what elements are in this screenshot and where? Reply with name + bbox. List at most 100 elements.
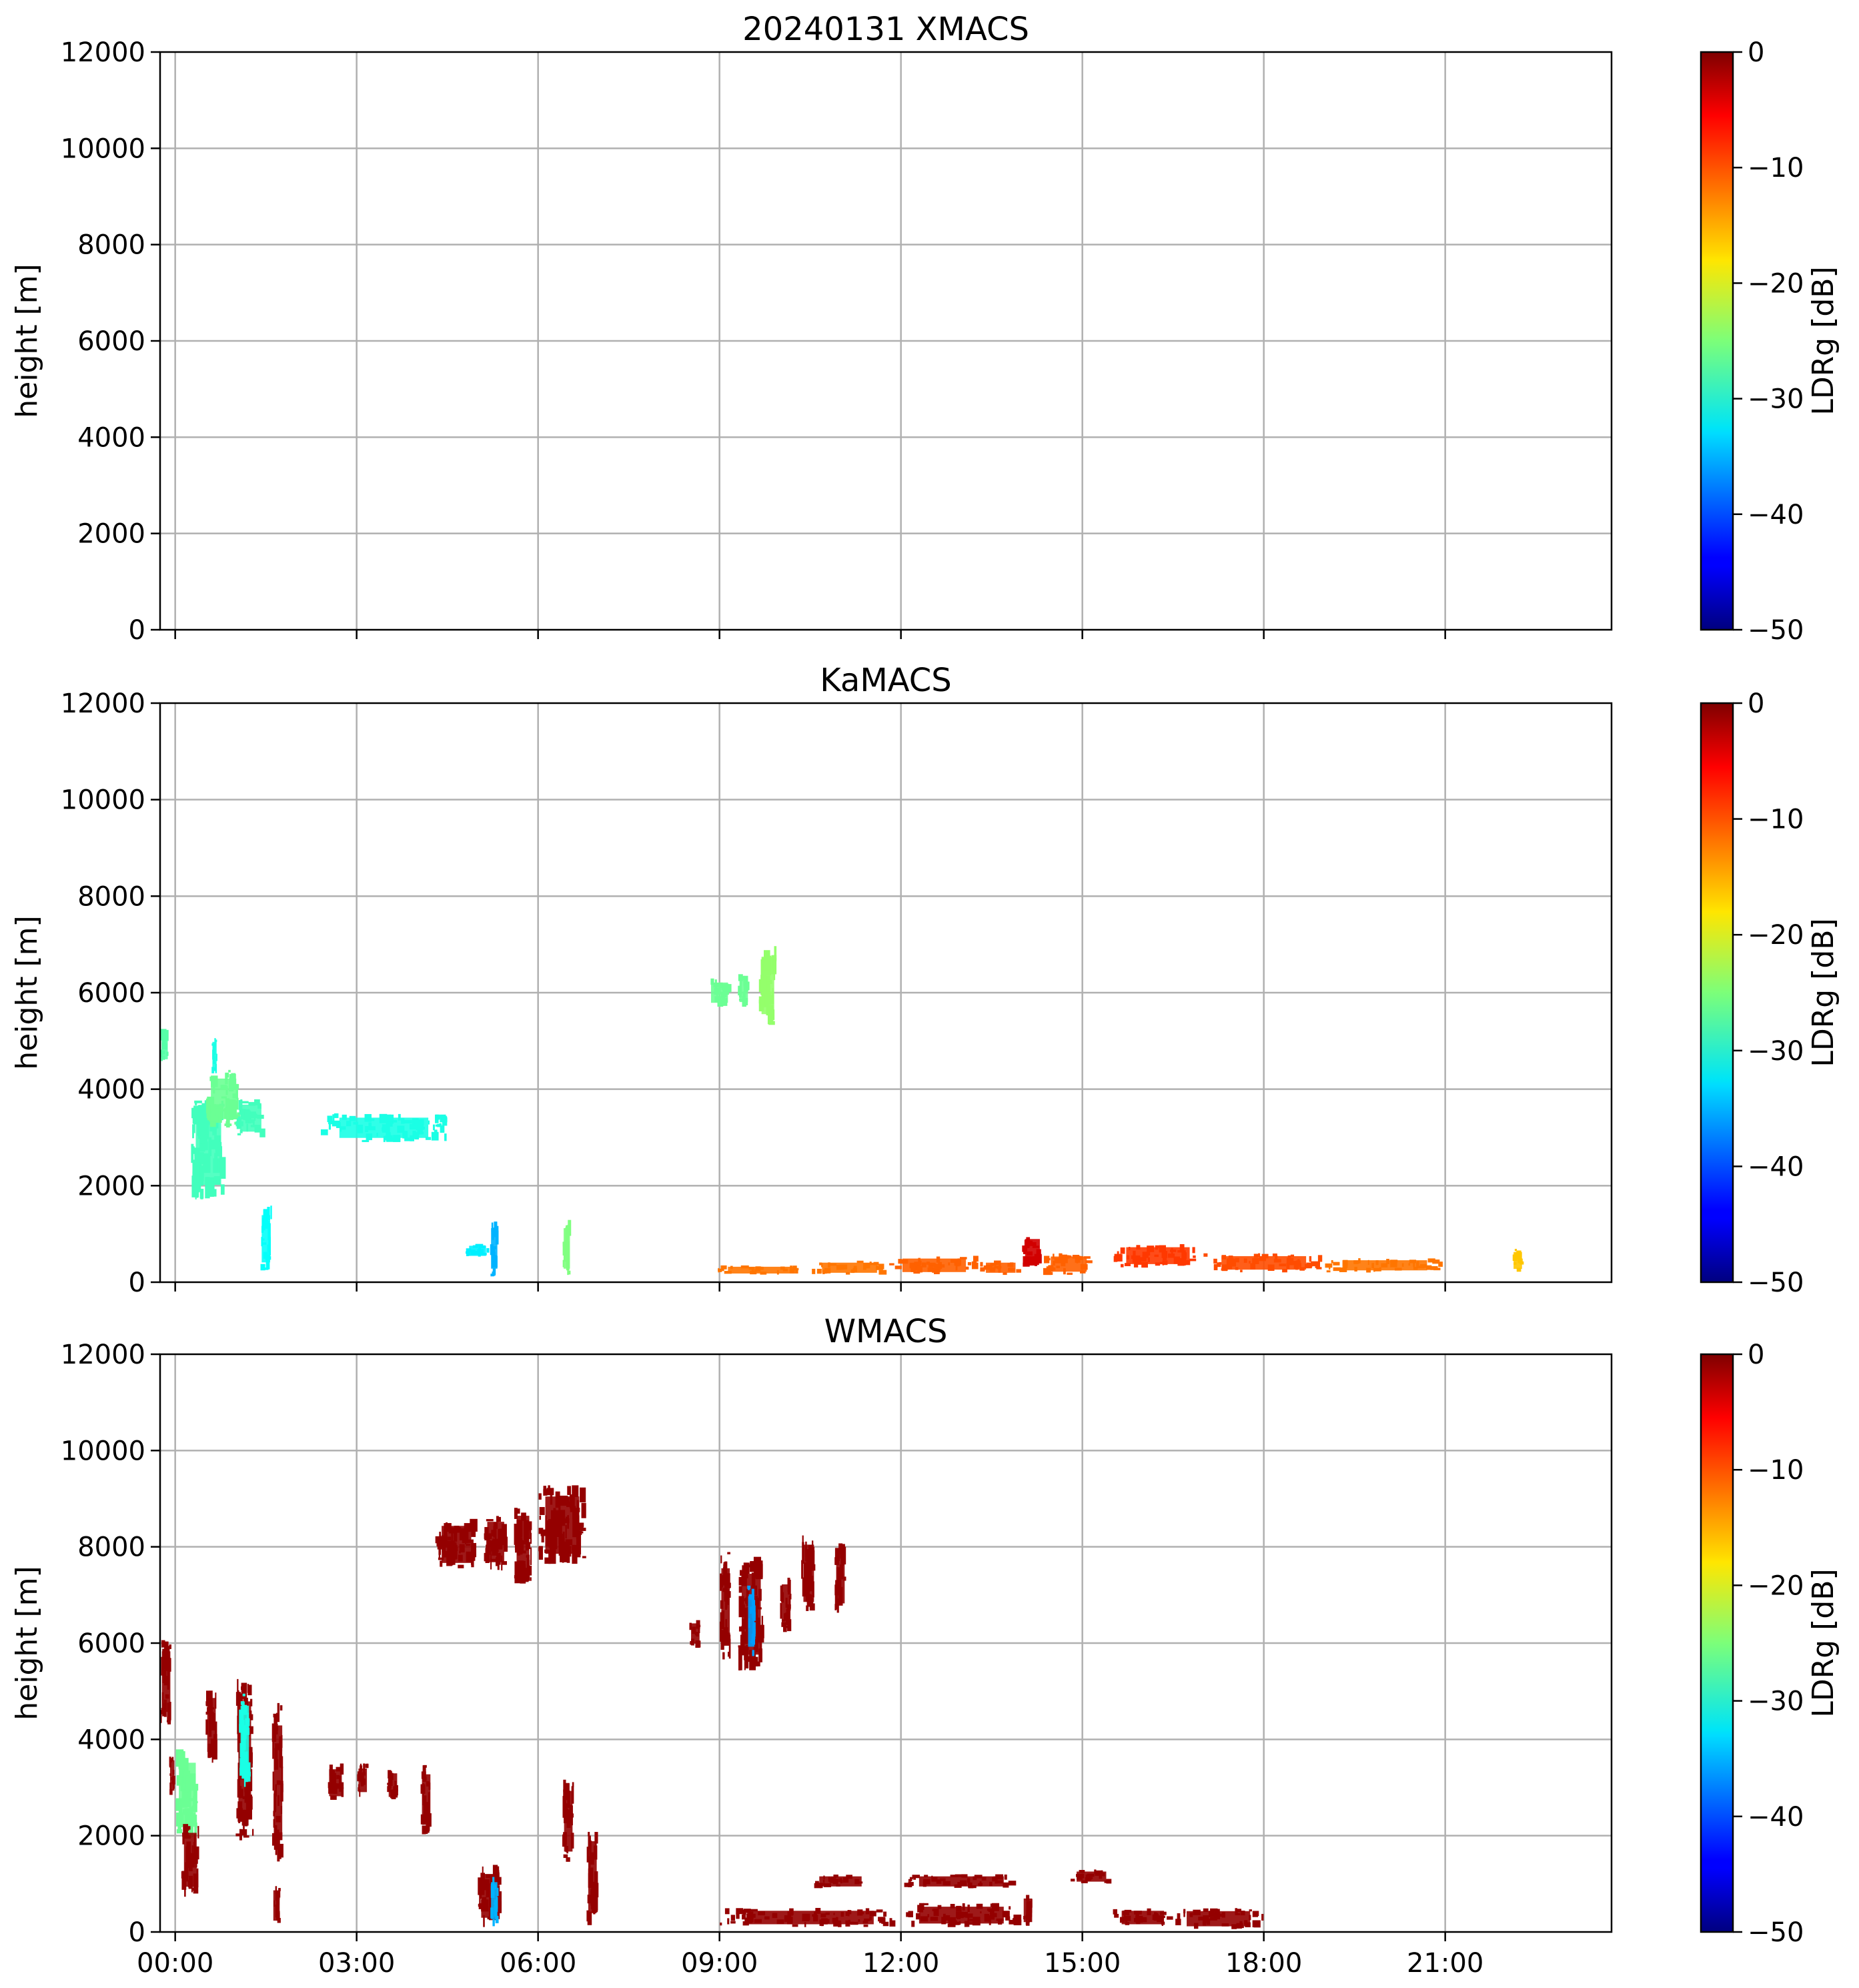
echo-speckle: [801, 1560, 803, 1579]
echo-speckle: [1282, 1269, 1287, 1273]
colorbar-gradient: [1700, 702, 1734, 1284]
echo-speckle: [969, 1918, 975, 1921]
echo-speckle: [582, 1556, 586, 1558]
echo-speckle: [720, 1600, 724, 1609]
echo-speckle: [1514, 1249, 1517, 1252]
echo-speckle: [495, 1557, 498, 1566]
echo-speckle: [562, 1531, 565, 1544]
echo-speckle: [1231, 1258, 1236, 1264]
echo-speckle: [493, 1528, 496, 1531]
echo-region: [490, 1221, 499, 1277]
echo-speckle: [1061, 1258, 1063, 1262]
echo-speckle: [752, 1650, 754, 1656]
echo-speckle: [1221, 1912, 1225, 1918]
y-tick-label: 4000: [77, 1075, 145, 1105]
echo-speckle: [780, 1585, 783, 1602]
echo-speckle: [219, 1109, 227, 1112]
echo-speckle: [1240, 1270, 1243, 1273]
echo-speckle: [183, 1835, 191, 1839]
echo-speckle: [869, 1917, 872, 1921]
echo-speckle: [494, 1222, 496, 1237]
echo-speckle: [267, 1207, 270, 1221]
colorbar-tick-label: −30: [1748, 1686, 1804, 1717]
echo-speckle: [878, 1270, 887, 1275]
echo-speckle: [810, 1545, 813, 1554]
echo-speckle: [568, 1219, 572, 1236]
echo-speckle: [1136, 1245, 1141, 1250]
echo-core: [491, 1882, 498, 1919]
echo-speckle: [787, 1619, 792, 1632]
echo-speckle: [1120, 1264, 1124, 1268]
echo-speckle: [1214, 1912, 1221, 1920]
colorbar-tick-label: −10: [1748, 1455, 1804, 1486]
echo-speckle: [276, 1726, 279, 1731]
echo-speckle: [806, 1594, 812, 1607]
echo-speckle: [1139, 1915, 1143, 1923]
y-tick-label: 8000: [77, 230, 145, 261]
echo-speckle: [1063, 1268, 1066, 1275]
echo-speckle: [724, 1562, 726, 1575]
echo-speckle: [566, 1249, 570, 1255]
echo-speckle: [409, 1123, 418, 1130]
echo-speckle: [477, 1249, 484, 1254]
echo-speckle: [559, 1510, 566, 1526]
echo-speckle: [1067, 1272, 1073, 1275]
echo-speckle: [766, 999, 769, 1016]
echo-speckle: [180, 1775, 183, 1791]
echo-speckle: [857, 1909, 863, 1916]
echo-speckle: [239, 1758, 245, 1773]
echo-speckle: [1272, 1254, 1277, 1257]
panel-title: KaMACS: [820, 662, 951, 699]
echo-speckle: [782, 1268, 788, 1272]
echo-speckle: [239, 1129, 243, 1133]
echo-speckle: [726, 1573, 730, 1589]
echo-speckle: [995, 1879, 998, 1884]
echo-speckle: [193, 1850, 198, 1864]
echo-speckle: [1343, 1260, 1348, 1266]
echo-speckle: [447, 1536, 452, 1540]
echo-speckle: [232, 1093, 237, 1099]
echo-speckle: [766, 991, 773, 994]
panel-title: 20240131 XMACS: [742, 11, 1029, 48]
echo-speckle: [790, 1917, 793, 1923]
echo-speckle: [1295, 1265, 1298, 1270]
echo-speckle: [329, 1765, 333, 1776]
echo-speckle: [328, 1782, 334, 1789]
echo-speckle: [187, 1826, 189, 1831]
echo-region: [181, 1824, 199, 1897]
echo-speckle: [1029, 1259, 1033, 1264]
echo-speckle: [479, 1252, 487, 1256]
echo-speckle: [752, 1650, 758, 1653]
echo-speckle: [743, 975, 748, 985]
echo-speckle: [364, 1113, 372, 1122]
echo-speckle: [576, 1500, 580, 1518]
y-tick-label: 0: [129, 1917, 145, 1948]
echo-speckle: [836, 1917, 838, 1923]
echo-speckle: [567, 1515, 570, 1529]
echo-speckle: [281, 1767, 283, 1781]
echo-speckle: [566, 1258, 570, 1266]
echo-speckle: [832, 1917, 837, 1923]
echo-region: [387, 1770, 398, 1800]
echo-speckle: [1227, 1264, 1233, 1270]
echo-speckle: [554, 1534, 557, 1545]
echo-speckle: [215, 1053, 217, 1061]
echo-speckle: [720, 1922, 722, 1926]
echo-speckle: [751, 1633, 756, 1645]
echo-region: [1113, 1908, 1173, 1927]
echo-speckle: [1147, 1908, 1151, 1915]
echo-speckle: [1182, 1250, 1186, 1254]
echo-speckle: [1343, 1265, 1348, 1268]
echo-speckle: [165, 1029, 169, 1041]
echo-speckle: [949, 1920, 957, 1925]
echo-speckle: [780, 1602, 782, 1619]
echo-speckle: [581, 1528, 586, 1531]
echo-speckle: [528, 1521, 532, 1530]
echo-speckle: [742, 1909, 746, 1915]
echo-speckle: [241, 1682, 247, 1699]
echo-speckle: [201, 1152, 204, 1165]
echo-speckle: [913, 1875, 916, 1880]
echo-speckle: [1025, 1915, 1027, 1925]
echo-speckle: [751, 1588, 754, 1605]
echo-speckle: [1083, 1256, 1091, 1259]
